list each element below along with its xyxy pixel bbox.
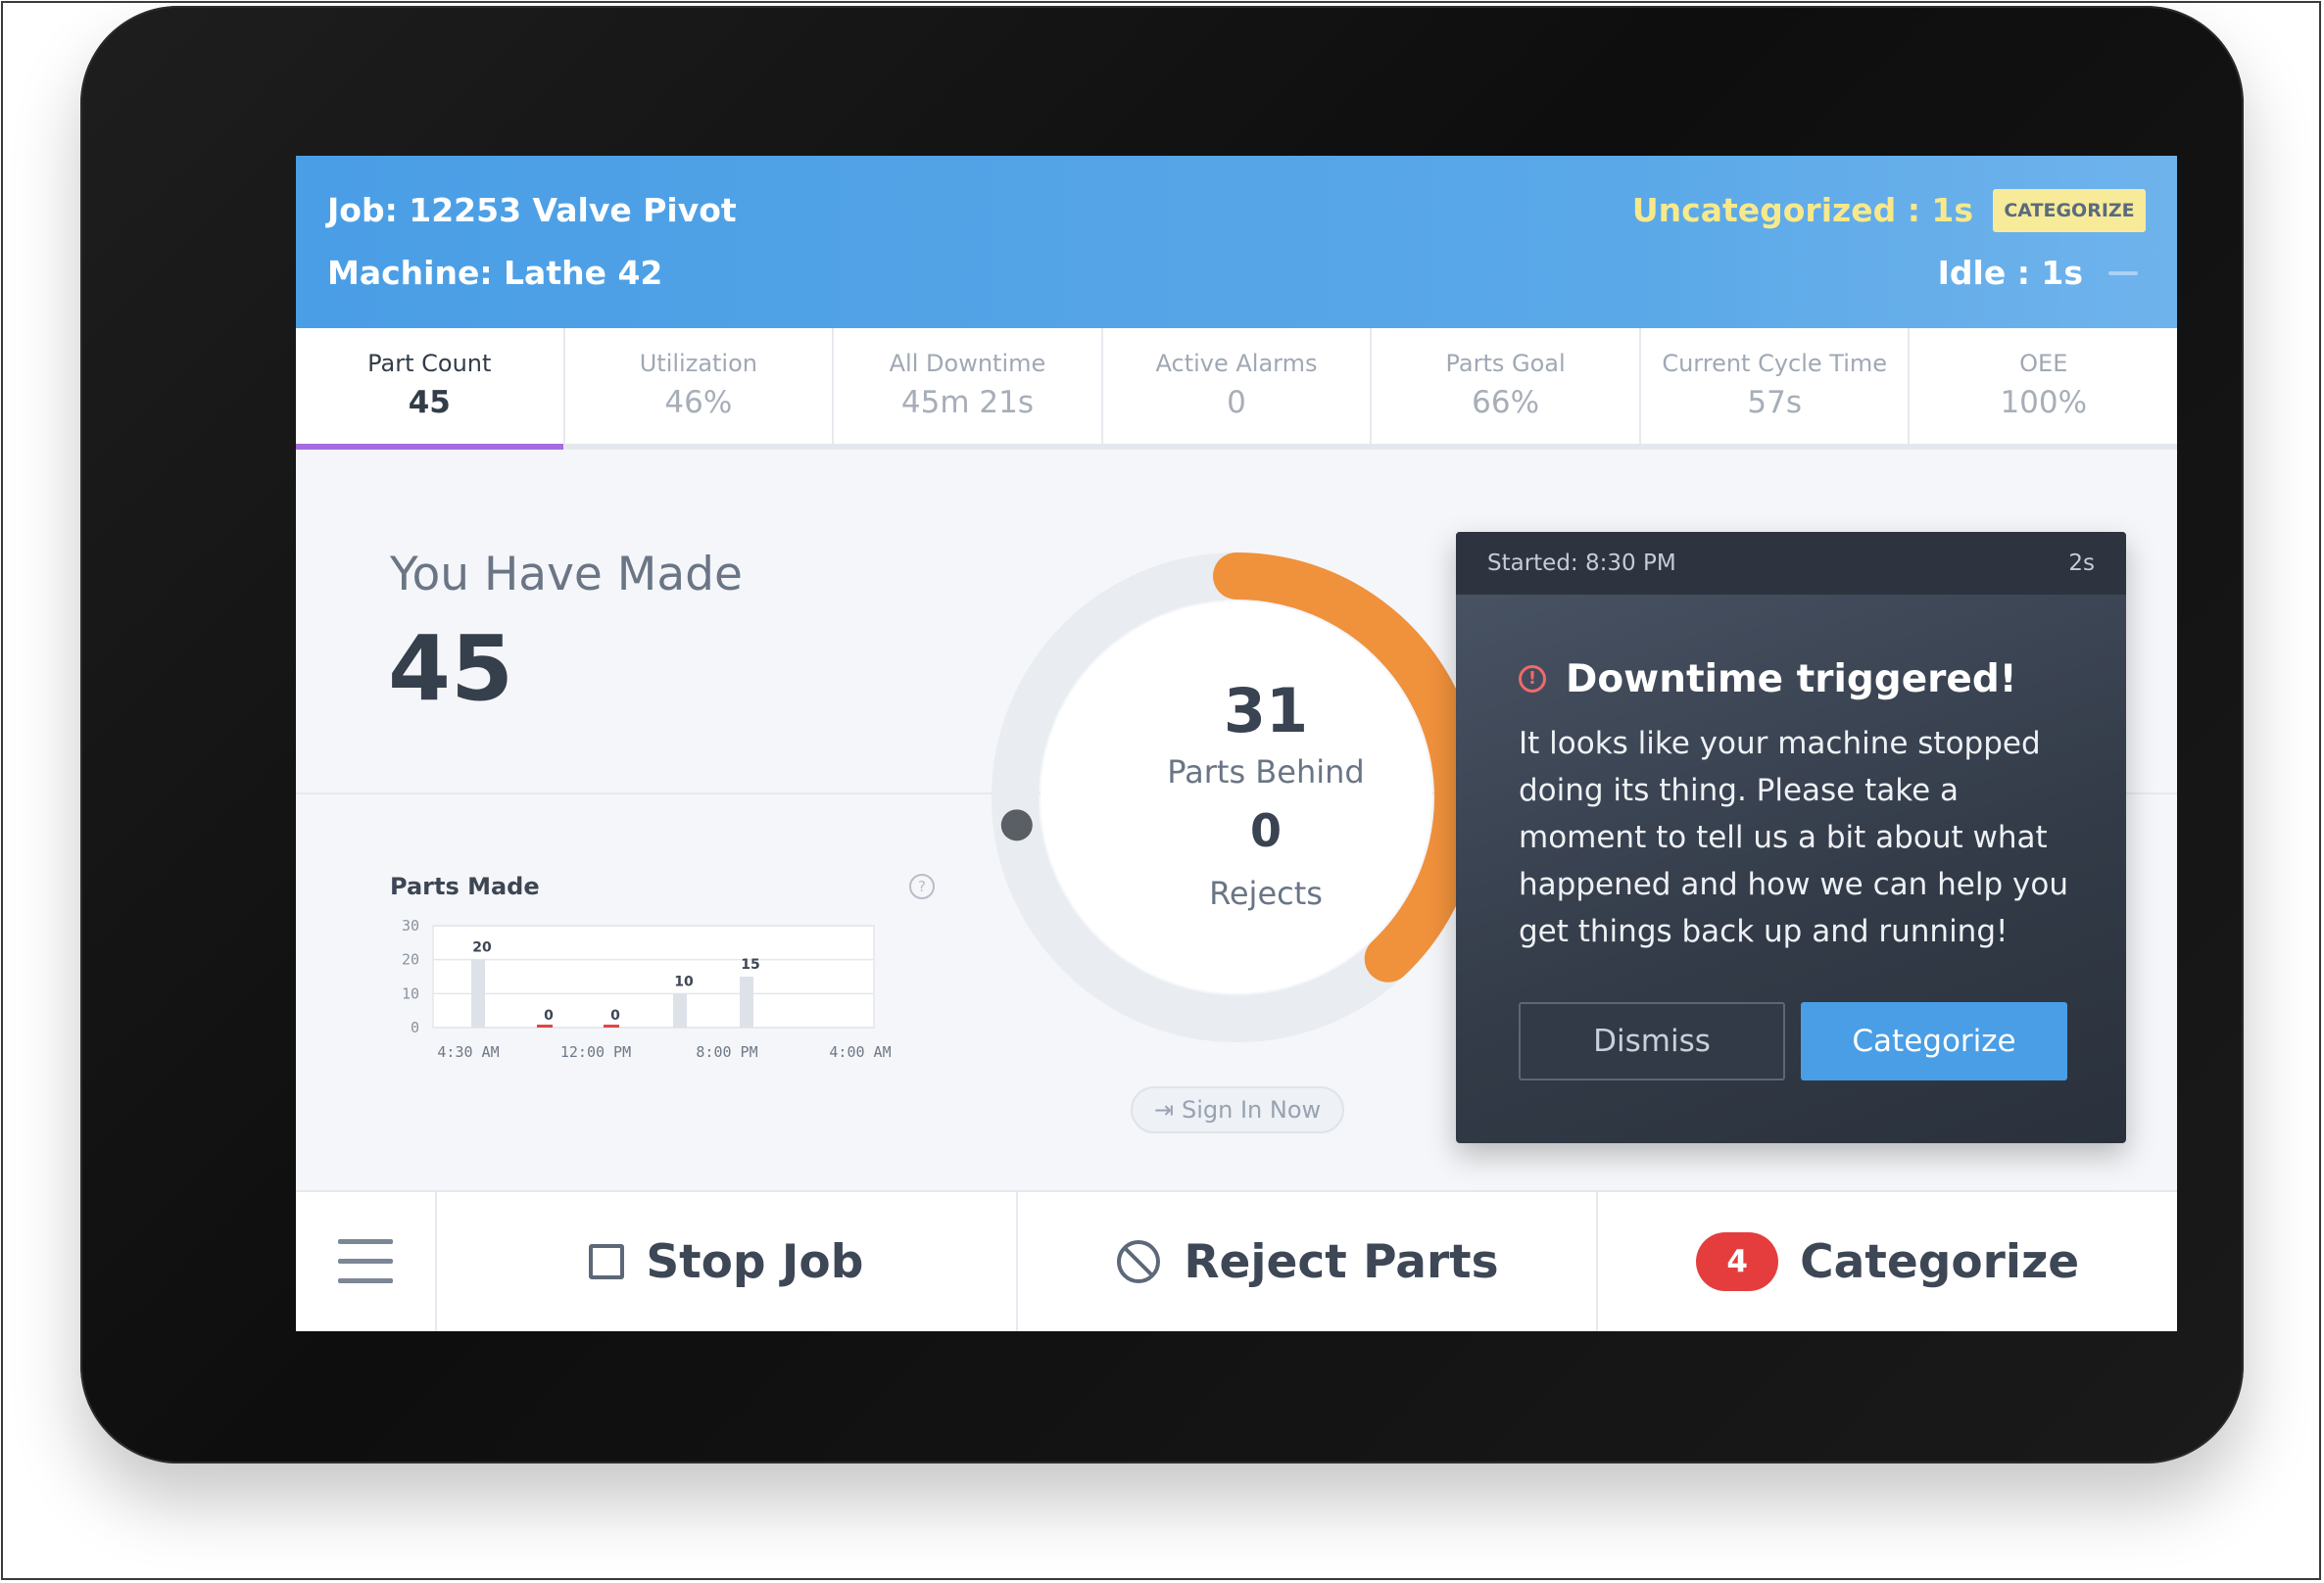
sign-in-icon: ⇥ [1153, 1096, 1174, 1124]
sign-in-label: Sign In Now [1181, 1096, 1322, 1124]
stat-all-downtime[interactable]: All Downtime 45m 21s [834, 328, 1103, 444]
machine-title: Machine: Lathe 42 [327, 254, 663, 292]
parts-made-chart: 30 20 10 0 20 0 0 10 15 4:30 AM 12:00 PM 8:00 PM 4:0… [402, 917, 892, 1061]
progress-center [1041, 601, 1432, 993]
x-tick-label: 8:00 PM [696, 1043, 757, 1061]
categorize-tag-button[interactable]: CATEGORIZE [1993, 189, 2146, 232]
stat-label: Active Alarms [1155, 350, 1318, 377]
parts-behind-label: Parts Behind [1167, 753, 1365, 791]
stat-label: Part Count [367, 350, 492, 377]
downtime-started: Started: 8:30 PM [1487, 551, 1676, 576]
data-label: 10 [674, 974, 694, 989]
help-icon[interactable]: ? [909, 874, 935, 899]
chart-bar [471, 959, 485, 1028]
sign-in-button[interactable]: ⇥ Sign In Now [1131, 1086, 1344, 1133]
job-title: Job: 12253 Valve Pivot [327, 191, 737, 229]
stats-bar: Part Count 45 Utilization 46% All Downti… [296, 328, 2177, 450]
progress-ring [992, 552, 1481, 1042]
bottom-action-bar: Stop Job Reject Parts 4 Categorize [296, 1190, 2177, 1331]
parts-behind-value: 31 [1223, 675, 1309, 746]
downtime-message: It looks like your machine stopped doing… [1519, 726, 2068, 949]
stat-value: 66% [1472, 385, 1540, 420]
idle-timer: Idle : 1s [1937, 254, 2083, 292]
y-tick-label: 10 [402, 984, 419, 1002]
stat-label: OEE [2019, 350, 2068, 377]
stat-cycle-time[interactable]: Current Cycle Time 57s [1641, 328, 1911, 444]
prohibited-icon [1117, 1240, 1161, 1283]
rejects-label: Rejects [1209, 875, 1323, 912]
stat-label: Parts Goal [1445, 350, 1566, 377]
stop-job-button[interactable]: Stop Job [437, 1192, 1018, 1331]
app-screen: Job: 12253 Valve Pivot Machine: Lathe 42… [296, 156, 2177, 1331]
data-label: 0 [544, 1008, 554, 1024]
y-tick-label: 0 [411, 1019, 419, 1036]
progress-marker [1000, 809, 1033, 841]
made-value: 45 [388, 616, 514, 721]
alert-icon: ! [1519, 665, 1546, 693]
categorize-action-label: Categorize [1800, 1234, 2080, 1289]
stat-active-alarms[interactable]: Active Alarms 0 [1103, 328, 1373, 444]
reject-parts-label: Reject Parts [1184, 1234, 1499, 1289]
stat-value: 45m 21s [900, 385, 1034, 420]
rejects-value: 0 [1249, 804, 1282, 857]
stop-job-label: Stop Job [646, 1234, 864, 1289]
menu-button[interactable] [296, 1192, 437, 1331]
x-tick-label: 12:00 PM [560, 1043, 631, 1061]
chart-bar-zero [604, 1025, 619, 1028]
stat-label: All Downtime [889, 350, 1046, 377]
downtime-panel: Started: 8:30 PM 2s ! Downtime triggered… [1456, 532, 2126, 1143]
uncategorized-timer: Uncategorized : 1s [1631, 191, 1973, 229]
stat-parts-goal[interactable]: Parts Goal 66% [1372, 328, 1641, 444]
stat-oee[interactable]: OEE 100% [1910, 328, 2177, 444]
categorize-action-button[interactable]: 4 Categorize [1598, 1192, 2177, 1331]
stat-label: Utilization [639, 350, 757, 377]
made-label: You Have Made [390, 548, 743, 601]
stat-value: 100% [2000, 385, 2088, 420]
categorize-count-badge: 4 [1696, 1232, 1779, 1291]
stop-square-icon [589, 1244, 625, 1279]
stat-utilization[interactable]: Utilization 46% [565, 328, 835, 444]
stat-part-count[interactable]: Part Count 45 [296, 328, 565, 450]
hamburger-icon [338, 1239, 393, 1284]
data-label: 20 [472, 940, 492, 956]
y-tick-label: 30 [402, 917, 419, 935]
stat-label: Current Cycle Time [1662, 350, 1888, 377]
chart-title: Parts Made [390, 873, 540, 900]
chart-bar-zero [537, 1025, 553, 1028]
stat-value: 45 [408, 385, 451, 420]
y-tick-label: 20 [402, 951, 419, 969]
stat-value: 57s [1747, 385, 1802, 420]
downtime-panel-header: Started: 8:30 PM 2s [1456, 532, 2126, 595]
data-label: 0 [610, 1008, 620, 1024]
x-tick-label: 4:00 AM [829, 1043, 891, 1061]
data-label: 15 [741, 957, 759, 973]
chart-bar [673, 993, 687, 1028]
dismiss-button[interactable]: Dismiss [1519, 1002, 1785, 1080]
stat-value: 0 [1227, 385, 1246, 420]
stat-value: 46% [664, 385, 733, 420]
downtime-elapsed: 2s [2068, 551, 2095, 576]
progress-arc [1213, 552, 1481, 983]
header-bar: Job: 12253 Valve Pivot Machine: Lathe 42… [296, 156, 2177, 328]
tablet-frame: Job: 12253 Valve Pivot Machine: Lathe 42… [80, 6, 2244, 1463]
downtime-title: Downtime triggered! [1566, 657, 2017, 701]
reject-parts-button[interactable]: Reject Parts [1018, 1192, 1599, 1331]
collapse-icon[interactable] [2108, 271, 2138, 275]
x-tick-label: 4:30 AM [437, 1043, 499, 1061]
chart-bar [740, 977, 753, 1028]
categorize-button[interactable]: Categorize [1801, 1002, 2067, 1080]
plot-area [432, 925, 875, 1029]
